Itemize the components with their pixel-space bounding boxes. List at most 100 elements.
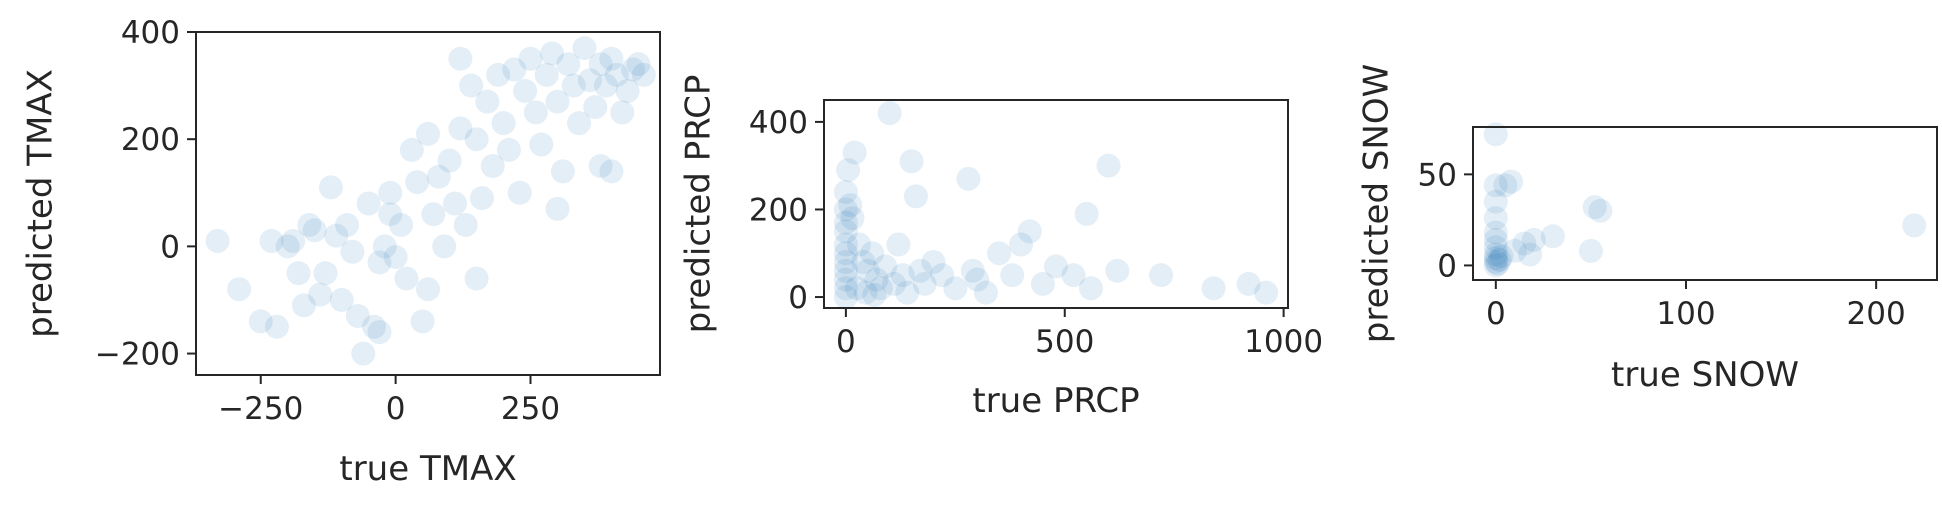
tmax-point-42 — [475, 89, 500, 114]
tmax-plot-frame — [195, 31, 661, 376]
tmax-point-40 — [464, 127, 489, 152]
prcp-point-25 — [890, 263, 915, 288]
prcp-point-20 — [868, 276, 893, 301]
tmax-point-68 — [615, 78, 640, 103]
prcp-point-6 — [833, 250, 858, 275]
prcp-point-36 — [965, 267, 990, 292]
prcp-point-55 — [862, 282, 887, 307]
snow-point-24 — [1902, 213, 1927, 238]
tmax-point-41 — [469, 186, 494, 211]
tmax-point-21 — [362, 314, 387, 339]
prcp-point-49 — [1149, 263, 1174, 288]
tmax-point-79 — [378, 202, 403, 227]
prcp-point-10 — [833, 285, 858, 310]
tmax-point-75 — [416, 121, 440, 146]
tmax-point-25 — [383, 245, 408, 270]
tmax-point-14 — [324, 223, 349, 248]
tmax-point-76 — [545, 196, 570, 221]
tmax-point-77 — [464, 266, 489, 291]
tmax-point-20 — [356, 191, 381, 216]
snow-point-9 — [1483, 173, 1508, 198]
tmax-point-29 — [405, 170, 430, 195]
tmax-point-49 — [513, 78, 538, 103]
snow-point-17 — [1512, 231, 1537, 256]
tmax-point-22 — [367, 250, 392, 275]
snow-point-5 — [1483, 227, 1508, 252]
tmax-point-30 — [410, 309, 435, 334]
prcp-point-1 — [833, 197, 858, 222]
tmax-point-66 — [604, 62, 629, 87]
tmax-point-3 — [264, 314, 289, 339]
prcp-point-12 — [838, 193, 863, 218]
tmax-point-6 — [259, 229, 284, 254]
prcp-y-ticks: 0 200 400 — [749, 105, 824, 316]
prcp-point-45 — [1074, 201, 1099, 226]
tmax-point-44 — [486, 62, 511, 87]
tmax-y-ticks: −200 0 200 400 — [95, 15, 196, 373]
prcp-points — [833, 101, 1279, 310]
prcp-x-tick-label: 1000 — [1244, 324, 1323, 360]
prcp-point-34 — [956, 166, 981, 191]
prcp-point-5 — [833, 241, 858, 266]
tmax-points — [205, 36, 656, 366]
prcp-x-tick-label: 500 — [1035, 324, 1094, 360]
snow-point-14 — [1493, 173, 1518, 198]
prcp-point-27 — [899, 149, 924, 174]
tmax-point-73 — [599, 159, 624, 184]
tmax-point-37 — [448, 116, 473, 141]
prcp-point-31 — [921, 250, 946, 275]
tmax-point-72 — [588, 153, 613, 178]
prcp-point-22 — [877, 101, 902, 126]
tmax-point-33 — [426, 164, 451, 189]
snow-x-tick-label: 100 — [1656, 296, 1715, 332]
tmax-x-tick-label: 250 — [501, 391, 560, 427]
prcp-point-19 — [864, 267, 889, 292]
prcp-y-tick-label: 0 — [788, 280, 808, 316]
snow-point-13 — [1489, 244, 1514, 269]
snow-point-8 — [1483, 189, 1508, 214]
tmax-point-51 — [523, 100, 548, 125]
tmax-point-38 — [453, 212, 478, 237]
prcp-point-54 — [853, 280, 878, 305]
snow-y-tick-label: 50 — [1418, 157, 1457, 193]
tmax-x-tick-label: −250 — [218, 391, 303, 427]
snow-point-23 — [1588, 198, 1613, 223]
tmax-point-58 — [561, 73, 586, 98]
prcp-point-50 — [1201, 276, 1226, 301]
tmax-point-48 — [507, 180, 532, 205]
prcp-point-51 — [1236, 271, 1261, 296]
tmax-x-ticks: −250 0 250 — [218, 375, 560, 427]
snow-x-tick-label: 0 — [1486, 296, 1506, 332]
tmax-point-57 — [556, 52, 581, 77]
tmax-scatter-panel: −250 0 250 −200 0 200 400 true TMAX predicted… — [21, 15, 661, 489]
tmax-point-74 — [448, 46, 473, 71]
tmax-point-69 — [621, 57, 646, 82]
tmax-point-61 — [577, 68, 602, 93]
tmax-point-65 — [599, 46, 624, 71]
tmax-point-43 — [480, 153, 505, 178]
tmax-point-35 — [437, 148, 462, 173]
snow-points — [1483, 122, 1927, 278]
snow-point-6 — [1483, 220, 1508, 245]
tmax-point-46 — [496, 137, 521, 162]
tmax-point-63 — [588, 52, 613, 77]
snow-x-ticks: 0 100 200 — [1486, 280, 1906, 332]
tmax-point-23 — [372, 234, 397, 259]
snow-point-21 — [1578, 238, 1603, 263]
snow-point-18 — [1518, 242, 1543, 267]
tmax-point-78 — [367, 320, 392, 345]
prcp-point-46 — [1079, 276, 1104, 301]
tmax-point-45 — [491, 111, 516, 136]
tmax-point-59 — [567, 111, 592, 136]
tmax-point-7 — [286, 261, 311, 286]
tmax-point-32 — [421, 202, 446, 227]
tmax-point-62 — [583, 95, 608, 120]
prcp-point-21 — [873, 254, 898, 279]
tmax-point-5 — [281, 229, 306, 254]
tmax-point-53 — [534, 62, 559, 87]
tmax-point-18 — [345, 304, 370, 329]
prcp-point-15 — [847, 232, 872, 257]
prcp-scatter-panel: 0 500 1000 0 200 400 true PRCP predicted PRC… — [679, 75, 1324, 421]
prcp-point-41 — [1017, 219, 1042, 244]
tmax-point-36 — [442, 191, 467, 216]
